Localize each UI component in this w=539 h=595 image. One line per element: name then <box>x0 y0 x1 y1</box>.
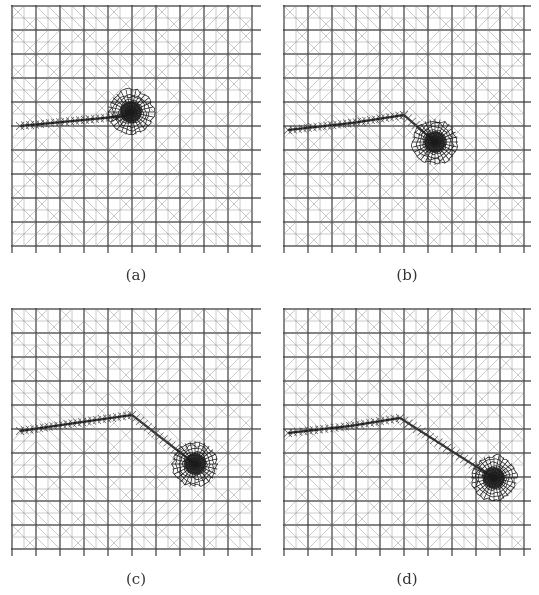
mesh-triangulation <box>11 308 253 550</box>
mesh-panel-a <box>10 4 262 254</box>
crack-tip-mesh <box>170 441 218 487</box>
mesh-panel-c <box>10 307 262 557</box>
crack-tip-mesh <box>471 454 518 502</box>
crack-tip-mesh <box>107 87 156 136</box>
mesh-image-a <box>11 5 261 253</box>
mesh-image-d <box>283 308 531 556</box>
crack-refinement <box>15 410 196 466</box>
caption-c: (c) <box>125 570 147 588</box>
mesh-panel-d <box>282 307 532 557</box>
crack-tip-mesh <box>410 119 458 165</box>
mesh-panel-b <box>282 4 532 254</box>
mesh-image-c <box>11 308 261 556</box>
mesh-triangulation <box>283 308 525 550</box>
caption-d: (d) <box>396 570 418 588</box>
caption-b: (b) <box>396 266 418 284</box>
crack-refinement <box>283 413 494 480</box>
caption-a: (a) <box>125 266 147 284</box>
crack-refinement <box>283 110 436 143</box>
mesh-image-b <box>283 5 531 253</box>
mesh-triangulation <box>11 5 253 247</box>
crack-path <box>287 416 495 479</box>
